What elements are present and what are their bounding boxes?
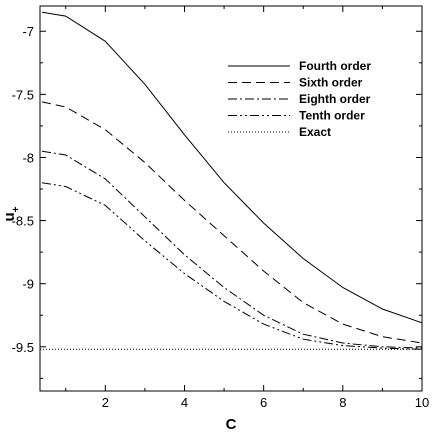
y-tick-label: -7 (22, 24, 34, 39)
legend-label: Tenth order (299, 109, 365, 123)
series-line-dashed (41, 101, 423, 344)
x-tick-label: 10 (415, 395, 429, 410)
legend-label: Eighth order (299, 92, 371, 106)
y-axis-label-main: u (1, 212, 18, 221)
y-tick-label: -8.5 (12, 214, 34, 229)
x-tick-label: 4 (181, 395, 188, 410)
legend-label: Sixth order (299, 76, 363, 90)
x-tick-label: 6 (260, 395, 267, 410)
y-axis-label: u+ (1, 206, 22, 221)
series-lines (40, 11, 423, 350)
x-axis: 2 4 6 8 10 (65, 6, 429, 410)
series-line-solid (41, 11, 423, 324)
legend: Fourth order Sixth order Eighth order Tenth… (228, 59, 371, 139)
series-line-dashdotdot (41, 182, 423, 350)
y-tick-label: -7.5 (12, 87, 34, 102)
legend-label: Fourth order (299, 59, 371, 73)
plot-frame (39, 5, 423, 392)
y-axis: -7 -7.5 -8 -8.5 -9 -9.5 (12, 24, 422, 379)
y-tick-label: -9 (22, 277, 34, 292)
series-line-dashdot (41, 150, 423, 349)
x-tick-label: 2 (102, 395, 109, 410)
y-axis-label-subscript: + (11, 206, 22, 212)
y-tick-label: -9.5 (12, 340, 34, 355)
legend-label: Exact (299, 125, 331, 139)
x-axis-label: C (226, 416, 237, 433)
y-tick-label: -8 (22, 150, 34, 165)
x-tick-label: 8 (339, 395, 346, 410)
